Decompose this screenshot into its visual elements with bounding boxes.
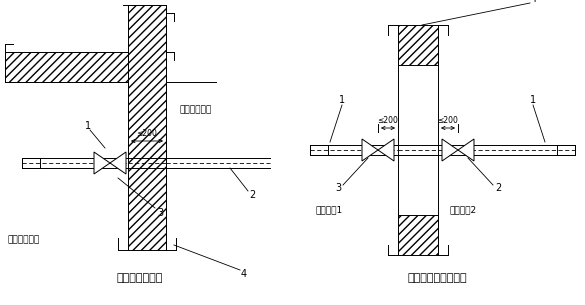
Text: 3: 3 (335, 183, 341, 193)
Polygon shape (94, 152, 110, 174)
Text: 2: 2 (495, 183, 501, 193)
Text: 1: 1 (339, 95, 345, 105)
Text: 1: 1 (85, 121, 91, 131)
Polygon shape (110, 152, 126, 174)
Text: 2: 2 (249, 190, 255, 200)
Text: ≤200: ≤200 (377, 116, 398, 125)
Text: 管道从侧墙出入: 管道从侧墙出入 (117, 273, 163, 283)
Bar (22, 158, 40, 168)
Polygon shape (442, 139, 458, 161)
Polygon shape (458, 139, 474, 161)
Text: 4: 4 (241, 269, 247, 279)
Text: ≤200: ≤200 (438, 116, 459, 125)
Bar (310, 145, 328, 155)
Bar (398, 215, 438, 255)
Text: 防护单元1: 防护单元1 (315, 205, 342, 214)
Text: 1: 1 (530, 95, 536, 105)
Text: 防护单元2: 防护单元2 (450, 205, 477, 214)
Text: 3: 3 (157, 208, 163, 218)
Bar (557, 145, 575, 155)
Text: ≤200: ≤200 (136, 129, 157, 138)
Polygon shape (378, 139, 394, 161)
Bar (128, 5, 166, 250)
Text: 防空地下室外: 防空地下室外 (180, 105, 212, 114)
Polygon shape (362, 139, 378, 161)
Text: 管道从相邻单元引入: 管道从相邻单元引入 (407, 273, 467, 283)
Bar (398, 25, 438, 65)
Text: 防空地下室内: 防空地下室内 (8, 235, 40, 244)
Text: 4: 4 (531, 0, 537, 4)
Bar (5, 52, 128, 82)
